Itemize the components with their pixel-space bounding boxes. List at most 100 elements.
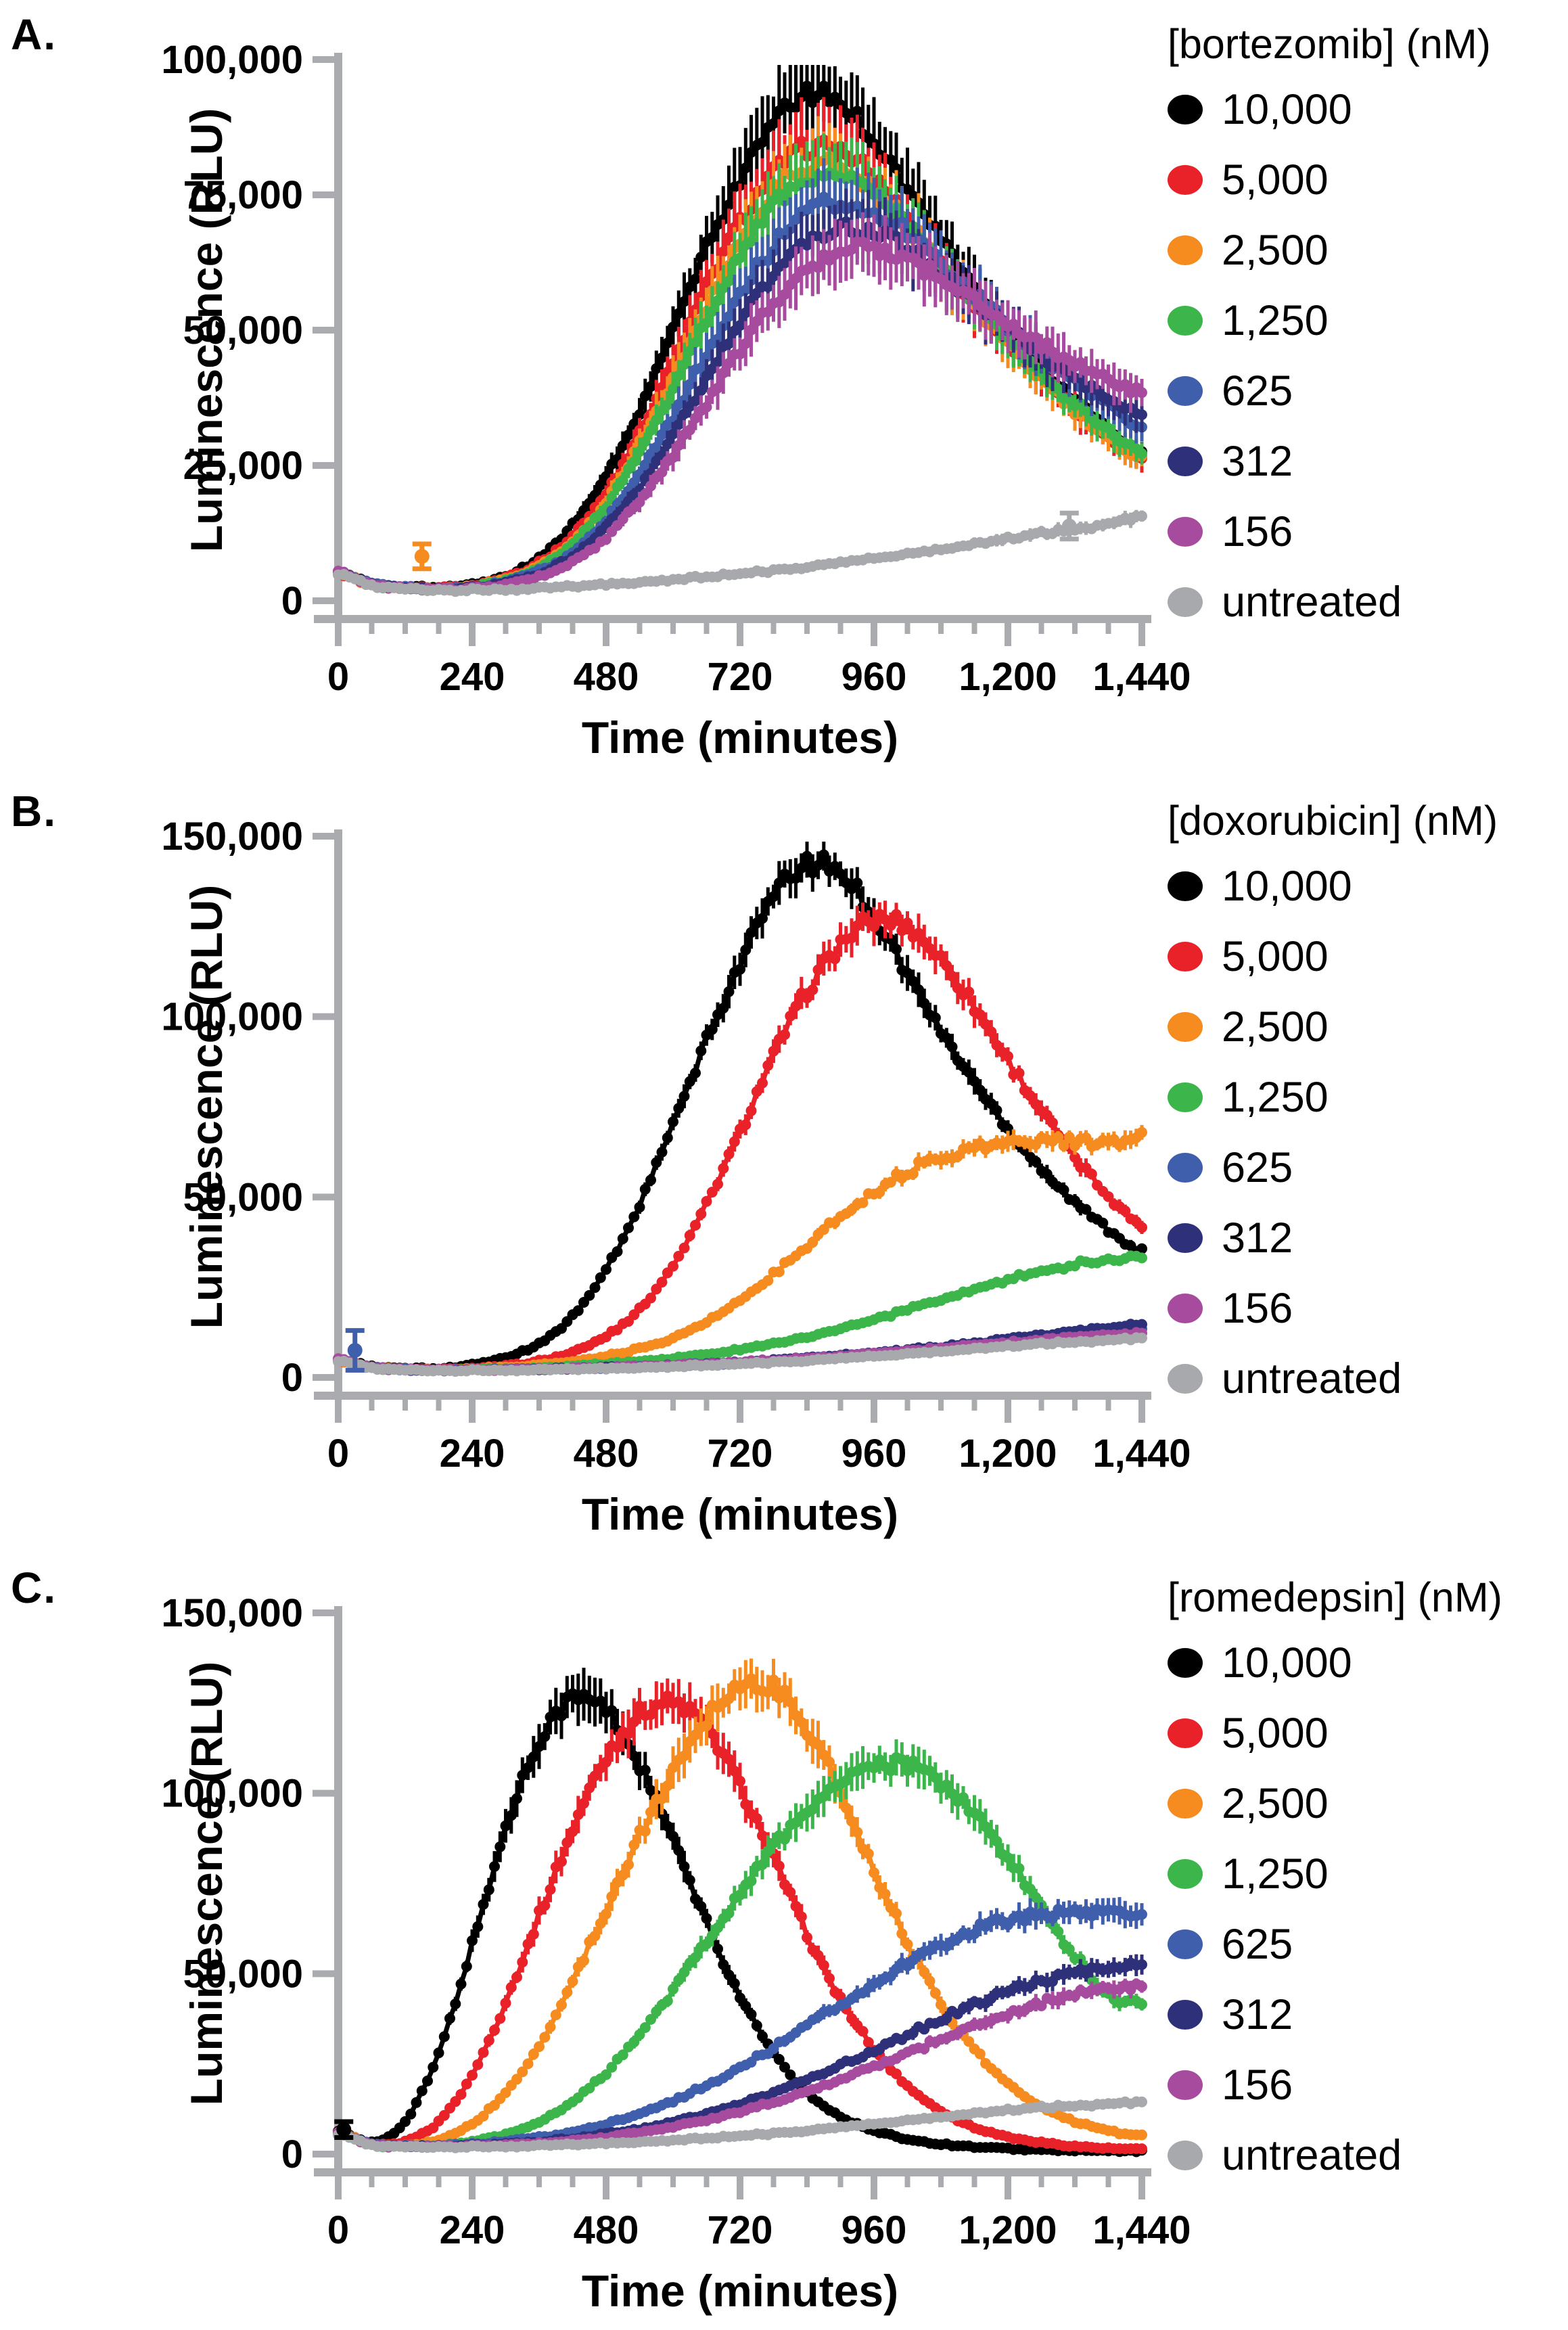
legend-marker-icon [1168,1012,1203,1042]
legend-label: 2,500 [1222,1003,1329,1051]
panel-b-legend-title: [doxorubicin] (nM) [1168,798,1498,844]
y-tick-label: 0 [281,1356,303,1400]
legend-marker-icon [1168,447,1203,476]
panel-b-x-axis-title: Time (minutes) [581,1489,899,1539]
series-untreated [333,1332,1147,1377]
x-tick-label: 0 [327,655,349,699]
legend-marker-icon [1168,306,1203,336]
panel-c-chart: 0 50,000 100,000 150,000 0 240 480 720 960 1,200 1… [161,1591,1191,2252]
legend-label: 156 [1222,508,1293,555]
x-tick-label: 0 [327,2208,349,2252]
legend-marker-icon [1168,871,1203,901]
y-tick-label: 0 [281,2132,303,2176]
legend-label: 2,500 [1222,227,1329,274]
legend-marker-icon [1168,1929,1203,1959]
legend-item: 2,500 [1168,1768,1567,1839]
panel-c-legend-title: [romedepsin] (nM) [1168,1574,1502,1620]
legend-marker-icon [1168,1294,1203,1323]
legend-item: 10,000 [1168,851,1567,921]
y-tick-label: 25,000 [183,444,303,488]
legend-item: 2,500 [1168,992,1567,1062]
legend-label: 1,250 [1222,297,1329,344]
x-tick-label: 960 [841,2208,907,2252]
y-tick-label: 50,000 [183,1952,303,1996]
legend-label: 5,000 [1222,156,1329,204]
legend-item: 5,000 [1168,145,1567,215]
panel-c-x-axis-title: Time (minutes) [581,2266,899,2316]
legend-item: 5,000 [1168,1698,1567,1768]
panel-b: 0 50,000 100,000 150,000 0 240 480 720 960 1,200 1… [0,777,1568,1553]
legend-label: 312 [1222,438,1293,485]
x-tick-label: 240 [440,655,505,699]
legend-marker-icon [1168,1718,1203,1748]
x-tick-label: 1,200 [959,1432,1057,1476]
legend-label: 156 [1222,2061,1293,2109]
x-tick-label: 720 [708,2208,773,2252]
x-tick-label: 960 [841,1432,907,1476]
x-tick-label: 1,200 [959,2208,1057,2252]
panel-b-legend: [doxorubicin] (nM) 10,000 5,000 2,500 1,250… [1168,797,1567,1414]
legend-label: 10,000 [1222,86,1352,133]
panel-c: 0 50,000 100,000 150,000 0 240 480 720 960 1,200 1… [0,1553,1568,2329]
legend-item: 1,250 [1168,1839,1567,1909]
legend-label: 1,250 [1222,1850,1329,1898]
legend-marker-icon [1168,1153,1203,1183]
panel-c-label: C. [11,1563,57,1612]
panel-c-legend: [romedepsin] (nM) 10,000 5,000 2,500 1,250 6… [1168,1574,1567,2191]
legend-marker-icon [1168,942,1203,972]
legend-item: 625 [1168,1133,1567,1203]
y-tick-label: 100,000 [161,995,303,1039]
panel-a-x-axis-title: Time (minutes) [581,712,899,762]
legend-item: 10,000 [1168,1628,1567,1698]
legend-marker-icon [1168,1223,1203,1253]
legend-item: 5,000 [1168,921,1567,992]
y-tick-label: 100,000 [161,1772,303,1816]
legend-item: untreated [1168,1344,1567,1414]
legend-item: 312 [1168,1980,1567,2050]
legend-marker-icon [1168,517,1203,547]
legend-label: 312 [1222,1991,1293,2038]
x-tick-label: 240 [440,2208,505,2252]
legend-marker-icon [1168,2141,1203,2170]
panel-a: 0 25,000 50,000 75,000 100,000 0 240 480 720 960 1… [0,0,1568,777]
legend-label: 5,000 [1222,1710,1329,1757]
legend-item: 1,250 [1168,285,1567,356]
panel-a-label: A. [11,10,57,59]
legend-marker-icon [1168,587,1203,617]
panel-c-legend-items: 10,000 5,000 2,500 1,250 625 312 156 untreated [1168,1628,1567,2191]
legend-marker-icon [1168,1789,1203,1819]
panel-a-legend-title: [bortezomib] (nM) [1168,21,1491,67]
x-tick-label: 1,440 [1092,655,1191,699]
legend-marker-icon [1168,1648,1203,1678]
legend-marker-icon [1168,235,1203,265]
legend-item: untreated [1168,2120,1567,2191]
legend-item: 156 [1168,1273,1567,1344]
panel-b-legend-items: 10,000 5,000 2,500 1,250 625 312 156 untreated [1168,851,1567,1414]
y-tick-label: 100,000 [161,38,303,82]
legend-label: 1,250 [1222,1074,1329,1121]
series-untreated [333,509,1147,597]
legend-label: 2,500 [1222,1780,1329,1827]
x-tick-label: 960 [841,655,907,699]
x-tick-label: 480 [574,2208,639,2252]
x-tick-label: 720 [708,655,773,699]
y-tick-label: 0 [281,579,303,623]
panel-a-legend-items: 10,000 5,000 2,500 1,250 625 312 156 untreated [1168,74,1567,637]
panel-a-y-axis-title: Luminescence (RLU) [181,108,231,553]
legend-label: untreated [1222,2132,1402,2179]
legend-label: 156 [1222,1285,1293,1332]
outlier-point [1059,510,1079,542]
x-tick-label: 720 [708,1432,773,1476]
panel-b-chart: 0 50,000 100,000 150,000 0 240 480 720 960 1,200 1… [161,815,1191,1476]
legend-item: 312 [1168,426,1567,497]
legend-label: 625 [1222,367,1293,415]
y-tick-label: 50,000 [183,309,303,352]
legend-label: untreated [1222,1355,1402,1402]
x-tick-label: 480 [574,655,639,699]
legend-marker-icon [1168,1082,1203,1112]
legend-label: 10,000 [1222,1639,1352,1687]
legend-marker-icon [1168,1364,1203,1394]
legend-item: 625 [1168,356,1567,426]
legend-marker-icon [1168,2070,1203,2100]
legend-marker-icon [1168,2000,1203,2030]
